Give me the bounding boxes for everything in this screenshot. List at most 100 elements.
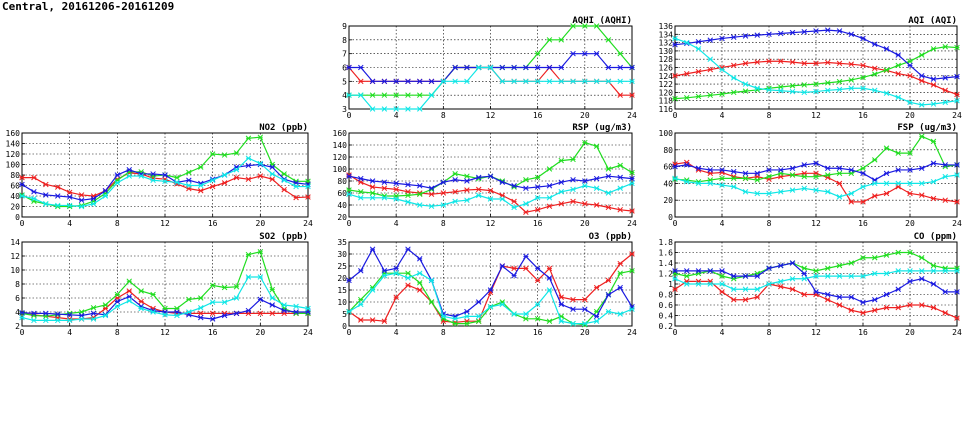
data-point-blue — [19, 181, 25, 188]
data-point-red — [836, 302, 843, 308]
data-point-cyan — [954, 268, 960, 274]
y-tick-label: 120 — [333, 153, 348, 162]
data-point-green — [629, 169, 635, 176]
data-point-red — [209, 310, 216, 317]
data-point-cyan — [824, 273, 831, 279]
data-point-cyan — [138, 305, 144, 312]
data-point-green — [405, 92, 411, 98]
data-point-blue — [534, 184, 541, 190]
data-point-green — [534, 316, 541, 322]
data-point-green — [813, 81, 819, 87]
data-point-blue — [43, 192, 49, 198]
data-point-blue — [593, 175, 600, 182]
data-point-cyan — [416, 106, 423, 112]
data-point-blue — [617, 64, 623, 71]
data-point-cyan — [511, 204, 517, 211]
data-point-cyan — [695, 180, 702, 187]
data-point-blue — [895, 286, 902, 293]
data-point-green — [719, 273, 725, 279]
data-point-cyan — [824, 87, 831, 94]
x-tick-label: 24 — [627, 328, 637, 337]
data-point-red — [440, 190, 447, 196]
data-point-green — [523, 177, 529, 183]
data-point-blue — [369, 178, 376, 184]
data-point-red — [954, 315, 960, 321]
x-tick-label: 0 — [673, 328, 678, 337]
x-tick-label: 16 — [533, 328, 543, 337]
data-point-blue — [233, 310, 240, 317]
series-line-green — [349, 25, 633, 96]
data-point-green — [546, 166, 553, 172]
x-tick-label: 16 — [208, 328, 218, 337]
data-point-red — [546, 203, 553, 209]
x-tick-label: 20 — [256, 328, 266, 337]
data-point-green — [570, 23, 576, 29]
x-tick-label: 8 — [115, 328, 120, 337]
data-point-cyan — [138, 173, 144, 179]
data-point-red — [78, 192, 85, 198]
data-point-green — [719, 175, 725, 182]
x-tick-label: 12 — [160, 328, 170, 337]
data-point-blue — [186, 177, 192, 184]
y-tick-label: 10 — [10, 266, 20, 275]
data-point-green — [416, 280, 423, 286]
data-point-green — [871, 254, 878, 261]
data-point-red — [707, 66, 714, 73]
data-point-red — [523, 209, 529, 215]
data-point-cyan — [78, 316, 85, 322]
data-point-blue — [672, 41, 678, 48]
y-tick-label: 140 — [333, 141, 348, 150]
data-point-red — [209, 183, 216, 190]
data-point-blue — [617, 284, 623, 291]
data-point-red — [558, 294, 565, 300]
data-point-blue — [393, 265, 399, 272]
data-point-blue — [824, 291, 831, 298]
data-point-red — [605, 277, 612, 284]
data-point-cyan — [499, 301, 506, 308]
data-point-blue — [209, 316, 216, 322]
chart-fsp: 0 20 40 60 80 100 0 4 8 12 16 20 24 FSP (ug/m3) — [659, 123, 962, 228]
data-point-blue — [930, 76, 937, 82]
data-point-cyan — [558, 78, 565, 85]
data-point-blue — [464, 308, 470, 315]
data-point-cyan — [605, 78, 612, 85]
data-point-green — [789, 83, 796, 89]
data-point-cyan — [918, 102, 925, 108]
data-point-red — [789, 286, 796, 293]
data-point-cyan — [629, 78, 635, 85]
data-point-green — [883, 252, 890, 258]
y-tick-label: 8 — [15, 280, 20, 289]
data-point-cyan — [150, 309, 156, 315]
data-point-green — [730, 89, 737, 96]
x-tick-label: 12 — [811, 111, 821, 120]
data-point-green — [895, 150, 902, 156]
data-point-cyan — [777, 278, 784, 285]
data-point-blue — [801, 29, 808, 35]
data-point-blue — [381, 179, 388, 185]
data-point-cyan — [487, 196, 494, 202]
data-point-green — [245, 251, 252, 258]
data-point-cyan — [440, 202, 447, 208]
data-point-cyan — [523, 78, 529, 85]
data-point-cyan — [150, 177, 156, 184]
data-point-blue — [464, 178, 470, 184]
data-point-green — [801, 82, 808, 88]
data-point-cyan — [719, 66, 725, 73]
data-point-red — [789, 59, 796, 65]
data-point-cyan — [393, 106, 399, 112]
data-point-blue — [405, 181, 411, 188]
data-point-green — [209, 151, 216, 157]
data-point-blue — [824, 165, 831, 172]
data-point-blue — [582, 306, 588, 312]
data-point-cyan — [930, 101, 937, 107]
x-tick-label: 8 — [767, 219, 772, 228]
data-point-green — [570, 156, 576, 163]
data-point-cyan — [593, 185, 600, 191]
x-tick-label: 8 — [767, 328, 772, 337]
data-point-blue — [66, 194, 73, 200]
x-tick-label: 16 — [208, 219, 218, 228]
data-point-red — [836, 180, 843, 187]
data-point-red — [605, 204, 612, 211]
data-point-cyan — [546, 78, 553, 85]
data-point-blue — [452, 177, 458, 183]
